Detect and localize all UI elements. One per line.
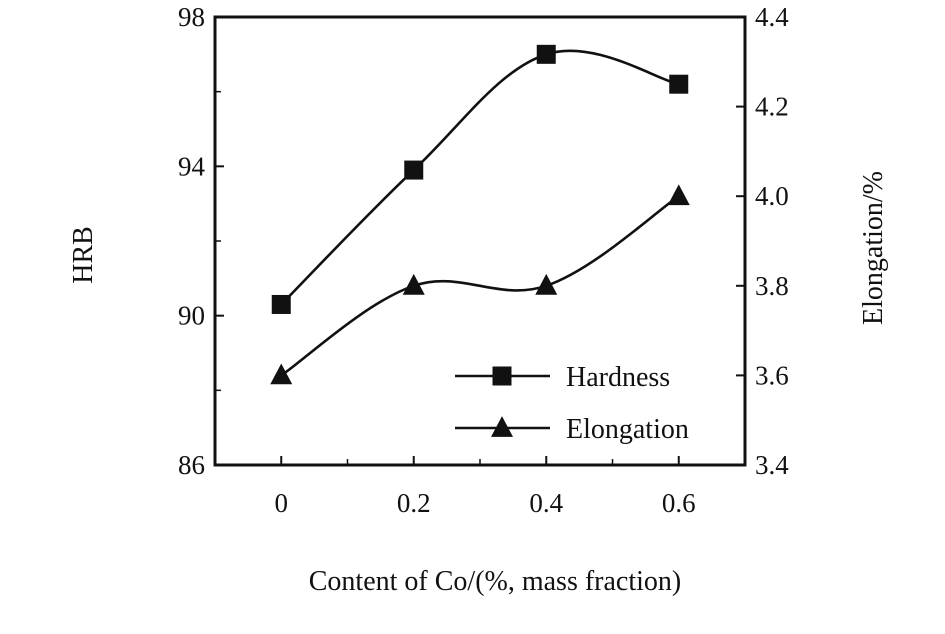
legend-item-elongation: Elongation bbox=[455, 414, 689, 445]
y-left-tick-label: 98 bbox=[178, 2, 205, 32]
legend-item-hardness: Hardness bbox=[455, 362, 670, 393]
plot-frame bbox=[213, 15, 747, 467]
hardness-point bbox=[669, 74, 689, 94]
series-line-elongation bbox=[280, 195, 680, 377]
elongation-point bbox=[535, 273, 558, 295]
y-axis-right: 3.4 3.6 3.8 4.0 4.2 4.4 bbox=[736, 2, 789, 480]
y-right-tick-label: 3.6 bbox=[755, 360, 789, 390]
legend-label: Elongation bbox=[566, 414, 689, 445]
y-right-tick-label: 4.0 bbox=[755, 181, 789, 211]
x-tick-label: 0.4 bbox=[529, 488, 563, 518]
hardness-point bbox=[536, 44, 556, 64]
y-left-tick-label: 94 bbox=[178, 151, 206, 181]
x-axis-title: Content of Co/(%, mass fraction) bbox=[309, 566, 681, 597]
y-left-tick-label: 90 bbox=[178, 301, 205, 331]
y-right-tick-label: 3.4 bbox=[755, 450, 789, 480]
x-tick-label: 0 bbox=[275, 488, 289, 518]
y-right-tick-label: 4.4 bbox=[755, 2, 789, 32]
legend-label: Hardness bbox=[566, 362, 670, 393]
y-left-axis-title: HRB bbox=[68, 226, 99, 284]
hardness-point bbox=[271, 294, 291, 314]
x-axis: 0 0.2 0.4 0.6 bbox=[275, 456, 696, 518]
x-tick-label: 0.6 bbox=[662, 488, 696, 518]
elongation-point bbox=[667, 184, 690, 206]
hardness-point bbox=[404, 160, 424, 180]
series-layer bbox=[270, 44, 690, 385]
elongation-point bbox=[402, 273, 425, 295]
legend-square-marker bbox=[492, 366, 512, 386]
legend: Hardness Elongation bbox=[455, 362, 689, 445]
series-elongation bbox=[270, 184, 690, 385]
x-tick-label: 0.2 bbox=[397, 488, 431, 518]
y-right-axis-title: Elongation/% bbox=[858, 171, 889, 325]
elongation-point bbox=[270, 363, 293, 385]
y-right-tick-label: 4.2 bbox=[755, 92, 789, 122]
y-axis-left: 86 90 94 98 bbox=[178, 2, 224, 480]
series-line-hardness bbox=[280, 49, 680, 306]
y-left-tick-label: 86 bbox=[178, 450, 205, 480]
legend-triangle-marker bbox=[491, 416, 513, 437]
series-hardness bbox=[271, 44, 689, 314]
y-right-tick-label: 3.8 bbox=[755, 271, 789, 301]
